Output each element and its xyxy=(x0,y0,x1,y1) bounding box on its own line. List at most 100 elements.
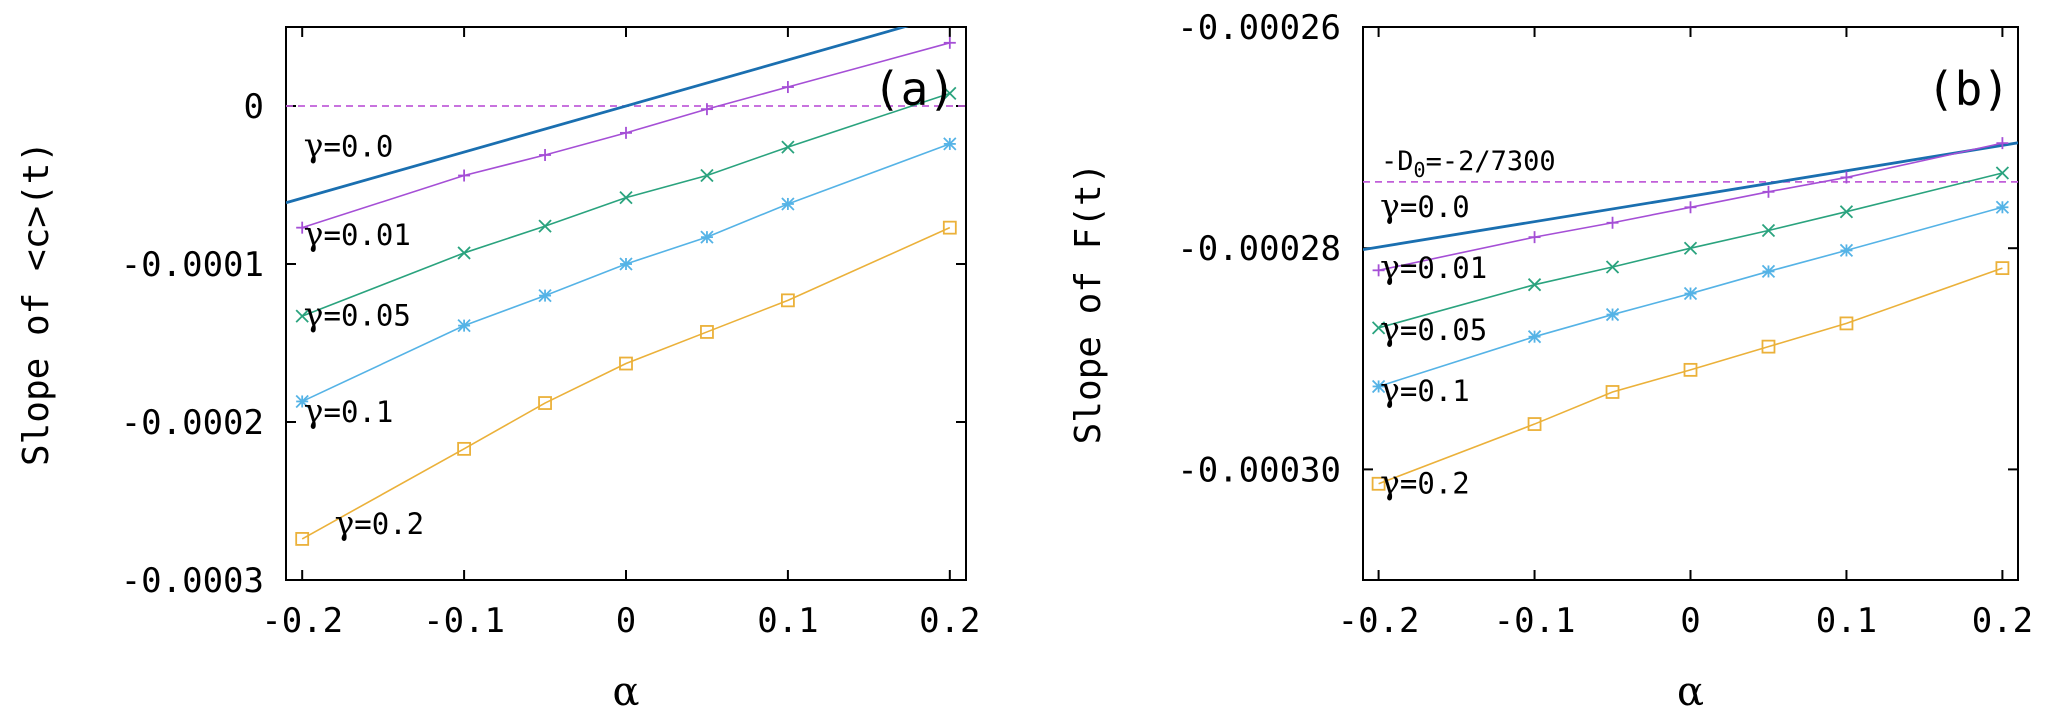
data-point-3-5 xyxy=(1839,243,1854,258)
series-label-1: γ=0.01 xyxy=(304,214,411,253)
y-tick-label: -0.0003 xyxy=(121,561,264,601)
data-point-3-4 xyxy=(1761,264,1776,279)
x-tick-label: 0.1 xyxy=(1816,601,1877,641)
data-point-1-3 xyxy=(1684,201,1697,214)
data-point-2-0 xyxy=(295,309,309,323)
data-point-1-5 xyxy=(781,81,794,94)
data-point-2-2 xyxy=(538,219,552,233)
data-point-4-0 xyxy=(295,532,310,546)
panel-label: (b) xyxy=(1927,62,2010,116)
x-tick-label: 0.2 xyxy=(919,601,980,641)
data-point-4-1 xyxy=(1527,417,1542,431)
x-axis-label: α xyxy=(612,669,639,715)
data-point-2-2 xyxy=(1605,260,1620,274)
x-tick-label: 0.2 xyxy=(1972,601,2033,641)
data-point-2-6 xyxy=(943,86,957,100)
data-point-3-1 xyxy=(457,318,471,333)
series-label-1: γ=0.01 xyxy=(1380,247,1487,286)
data-point-4-0 xyxy=(1371,476,1386,491)
data-point-1-1 xyxy=(1528,231,1541,244)
data-point-3-3 xyxy=(1683,286,1698,301)
x-axis-label: α xyxy=(1677,669,1704,715)
series-label-2: γ=0.05 xyxy=(1380,309,1487,348)
data-point-2-3 xyxy=(619,191,633,205)
y-tick-label: -0.0001 xyxy=(121,245,264,285)
x-tick-label: -0.2 xyxy=(1338,601,1420,641)
reference-line-label: -D0=-2/7300 xyxy=(1381,146,1556,182)
x-tick-label: -0.1 xyxy=(423,601,505,641)
series-label-0: γ=0.0 xyxy=(1380,186,1470,225)
data-point-3-4 xyxy=(700,230,714,244)
data-point-4-6 xyxy=(1995,261,2010,276)
data-point-4-6 xyxy=(942,220,957,235)
data-point-2-3 xyxy=(1683,241,1698,255)
series-label-2: γ=0.05 xyxy=(304,295,411,334)
y-tick-label: -0.00026 xyxy=(1177,8,1341,48)
series-line-4 xyxy=(301,226,951,540)
data-point-2-1 xyxy=(457,246,471,260)
data-point-3-0 xyxy=(295,394,309,409)
data-point-3-1 xyxy=(1527,330,1542,344)
data-point-3-3 xyxy=(619,257,633,271)
series-label-0: γ=0.0 xyxy=(304,126,394,165)
x-tick-label: 0 xyxy=(1680,601,1700,641)
data-point-1-6 xyxy=(943,36,956,49)
data-point-2-5 xyxy=(1839,205,1854,219)
data-point-4-1 xyxy=(457,441,471,456)
data-point-4-2 xyxy=(1605,385,1620,399)
y-tick-label: -0.0002 xyxy=(121,403,264,443)
data-point-4-5 xyxy=(781,293,795,308)
data-point-4-2 xyxy=(538,396,552,410)
series-line-0 xyxy=(1363,141,2018,252)
series-group xyxy=(286,27,957,546)
x-tick-label: 0.1 xyxy=(757,601,818,641)
data-point-4-5 xyxy=(1839,316,1854,331)
y-axis-label: Slope of <c>(t) xyxy=(16,141,57,466)
data-point-2-0 xyxy=(1371,321,1386,335)
data-point-1-3 xyxy=(620,126,632,139)
series-line-0 xyxy=(286,27,909,205)
data-point-2-5 xyxy=(781,140,795,154)
y-tick-label: -0.00030 xyxy=(1177,450,1341,490)
y-tick-label: -0.00028 xyxy=(1177,229,1341,269)
series-group xyxy=(1363,137,2018,491)
data-point-4-4 xyxy=(1761,339,1776,354)
panel-a-chart: -0.2 -0.1 0 0.1 0.2 0 -0.0001 -0.0002 -0.0003 Slo… xyxy=(16,26,981,715)
data-point-1-1 xyxy=(458,169,471,182)
x-tick-label: 0 xyxy=(616,601,636,641)
data-point-2-6 xyxy=(1995,166,2010,180)
data-point-1-0 xyxy=(1372,264,1385,277)
data-point-3-6 xyxy=(1995,200,2010,214)
panel-b-chart: -0.2 -0.1 0 0.1 0.2 -0.00026 -0.00028 -0.00030 S… xyxy=(1068,8,2033,715)
series-line-2 xyxy=(301,92,951,317)
x-tick-label: -0.1 xyxy=(1494,601,1576,641)
data-point-4-3 xyxy=(619,356,633,371)
y-tick-label: 0 xyxy=(244,87,264,127)
data-point-1-4 xyxy=(700,103,713,116)
series-label-3: γ=0.1 xyxy=(1380,370,1470,409)
panel-label: (a) xyxy=(873,62,956,116)
data-point-4-3 xyxy=(1683,362,1698,377)
data-point-1-4 xyxy=(1762,185,1775,198)
data-point-1-0 xyxy=(296,221,309,234)
data-point-3-6 xyxy=(943,137,957,151)
data-point-1-6 xyxy=(1996,137,2009,150)
data-point-1-5 xyxy=(1840,171,1853,184)
data-point-1-2 xyxy=(1606,216,1619,229)
series-label-4: γ=0.2 xyxy=(335,503,425,542)
data-point-4-4 xyxy=(700,325,714,339)
y-axis-label: Slope of F(t) xyxy=(1068,163,1109,445)
series-line-4 xyxy=(1378,267,2003,485)
series-label-3: γ=0.1 xyxy=(304,391,394,430)
data-point-3-2 xyxy=(1605,307,1620,322)
x-tick-label: -0.2 xyxy=(261,601,343,641)
series-label-4: γ=0.2 xyxy=(1380,463,1470,502)
data-point-2-4 xyxy=(700,168,714,183)
data-point-3-2 xyxy=(538,288,552,303)
data-point-3-0 xyxy=(1371,379,1386,394)
data-point-2-4 xyxy=(1761,223,1776,238)
data-point-1-2 xyxy=(539,148,552,161)
data-point-2-1 xyxy=(1527,278,1542,292)
data-point-3-5 xyxy=(781,197,795,211)
